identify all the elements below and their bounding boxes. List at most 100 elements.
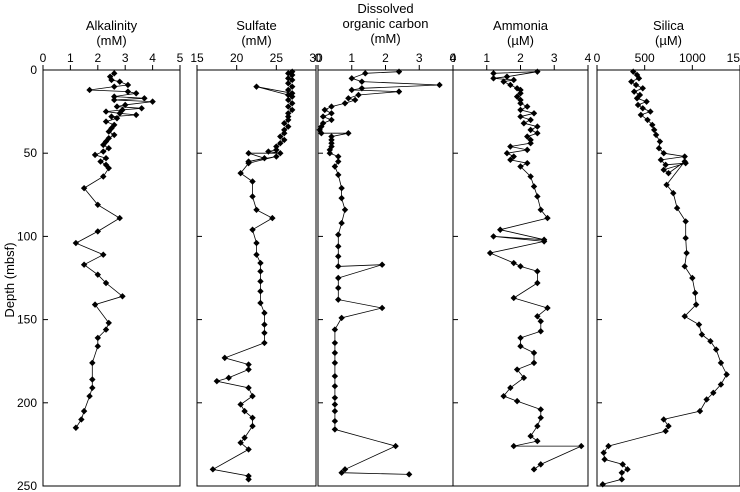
data-point (261, 154, 268, 162)
panel-title-line: organic carbon (343, 16, 429, 31)
data-point (249, 414, 256, 421)
x-tick-label: 2 (382, 51, 389, 65)
data-point (632, 81, 640, 89)
x-tick-label: 15 (190, 51, 204, 65)
data-point (331, 349, 339, 357)
data-point (500, 78, 507, 85)
data-point (289, 100, 296, 107)
data-point (289, 106, 296, 114)
data-point (108, 76, 115, 84)
data-point (113, 103, 121, 110)
x-tick-label: 0 (40, 51, 47, 65)
data-point (281, 120, 288, 127)
data-point (106, 73, 114, 80)
data-point (331, 426, 339, 433)
data-point (490, 233, 497, 240)
data-point (707, 338, 714, 345)
data-point (338, 469, 345, 476)
panel-frame (596, 69, 740, 487)
data-point (102, 118, 110, 125)
data-point (681, 153, 688, 160)
data-point (257, 268, 264, 275)
data-point (245, 366, 252, 373)
data-point (245, 361, 252, 368)
data-point (285, 110, 292, 117)
data-point (656, 138, 664, 145)
data-point (102, 154, 110, 162)
data-point (618, 476, 625, 483)
data-point (503, 73, 511, 80)
data-point (111, 96, 118, 104)
data-point (530, 110, 538, 117)
data-point (633, 71, 641, 79)
data-point (655, 145, 663, 152)
data-point (237, 169, 244, 177)
data-point (241, 434, 248, 441)
data-point (269, 214, 276, 222)
data-point (652, 131, 660, 139)
data-point (637, 111, 645, 119)
x-tick-label: 2 (94, 51, 101, 65)
data-point (209, 466, 217, 473)
data-point (670, 189, 677, 197)
x-tick-label: 1 (483, 51, 490, 65)
data-point (513, 366, 521, 373)
data-point (507, 81, 514, 89)
data-point (111, 83, 118, 90)
data-point (630, 68, 637, 75)
data-point (249, 178, 256, 185)
data-point (544, 304, 551, 312)
data-point (253, 251, 260, 258)
series-line (319, 71, 440, 475)
data-point (328, 140, 335, 147)
data-point (517, 113, 524, 120)
data-point (355, 91, 362, 99)
data-point (102, 326, 110, 333)
data-point (245, 476, 252, 483)
panel-title-line: (mM) (241, 33, 271, 48)
data-point (289, 93, 296, 100)
data-point (141, 95, 148, 102)
data-point (647, 108, 654, 115)
data-point (517, 96, 524, 104)
series-line (602, 71, 728, 485)
data-point (245, 446, 252, 453)
x-tick-label: 4 (149, 51, 156, 65)
data-point (331, 163, 339, 170)
data-point (122, 101, 129, 109)
data-point (712, 346, 720, 353)
data-point (277, 150, 284, 157)
data-point (527, 126, 534, 134)
data-point (362, 70, 369, 77)
data-point (341, 206, 349, 213)
data-point (149, 98, 156, 105)
data-point (517, 100, 524, 107)
data-point (520, 374, 528, 382)
x-tick-label: 25 (270, 51, 284, 65)
panel-title-line: Silica (653, 18, 685, 33)
x-tick-label: 1 (67, 51, 74, 65)
data-point (723, 371, 730, 378)
y-tick-label: 200 (17, 396, 37, 410)
data-point (108, 113, 115, 120)
data-point (113, 115, 121, 122)
y-axis-label: Depth (mbsf) (2, 242, 17, 317)
data-point (500, 392, 507, 400)
x-tick-label: 1000 (679, 51, 706, 65)
data-point (524, 159, 531, 167)
panel: Ammonia(µM) 0 1 2 3 4 (450, 18, 592, 487)
data-point (331, 401, 339, 408)
data-point (249, 226, 256, 233)
data-point (578, 442, 585, 450)
data-point (105, 128, 112, 135)
data-point (249, 392, 256, 400)
data-point (682, 218, 689, 225)
data-point (338, 314, 345, 322)
data-point (618, 469, 625, 476)
data-point (517, 90, 524, 97)
x-tick-label: 1 (348, 51, 355, 65)
data-point (649, 121, 656, 129)
data-point (530, 359, 538, 367)
data-point (358, 85, 366, 92)
